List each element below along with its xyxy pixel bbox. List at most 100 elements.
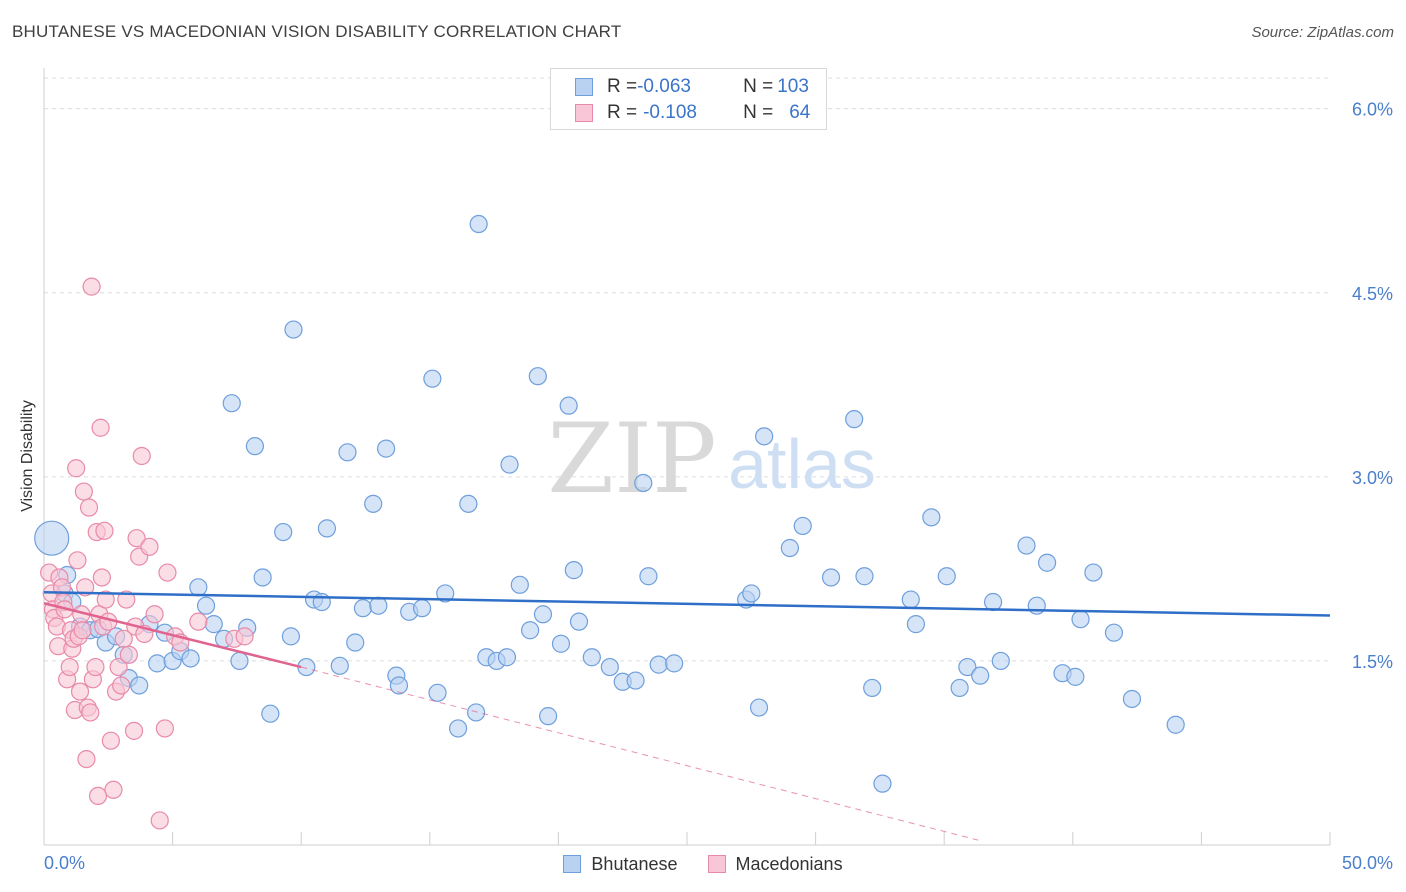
bhutanese-point [130, 676, 149, 695]
bhutanese-point [181, 649, 200, 668]
tick-labels: 1.5% 3.0% 4.5% 6.0% 0.0% 50.0% [44, 100, 1393, 873]
bhutanese-point [937, 567, 956, 586]
bhutanese-point [665, 654, 684, 673]
legend-row-bhutanese: R = -0.063 N = 103 [575, 75, 809, 99]
bhutanese-point [971, 666, 990, 685]
chart-title: BHUTANESE VS MACEDONIAN VISION DISABILIT… [12, 22, 622, 41]
bhutanese-point [649, 655, 668, 674]
bhutanese-point [551, 634, 571, 653]
bhutanese-point [1166, 715, 1185, 734]
bhutanese-point [639, 567, 658, 586]
bhutanese-point [564, 561, 583, 580]
correlation-legend: R = -0.063 N = 103 R = -0.108 N = 64 [550, 68, 827, 130]
bhutanese-point [559, 396, 578, 415]
watermark-zip: ZIP [547, 403, 716, 515]
bhutanese-point [330, 656, 349, 675]
bhutanese-point [626, 671, 645, 690]
legend-item-macedonians[interactable]: Macedonians [707, 853, 843, 875]
n-value: 64 [789, 102, 811, 123]
bhutanese-point [281, 627, 301, 646]
bhutanese-point [991, 651, 1010, 671]
legend-label-macedonians: Macedonians [735, 853, 843, 874]
bhutanese-point [983, 592, 1003, 612]
macedonians-point [77, 749, 96, 769]
bhutanese-point [634, 473, 653, 493]
macedonians-point [145, 605, 164, 624]
bhutanese-point [245, 437, 265, 456]
macedonians-point [95, 521, 114, 540]
macedonians-point [101, 731, 120, 750]
bhutanese-point [466, 703, 486, 722]
bhutanese-point [1084, 563, 1103, 582]
n-label: N = [743, 102, 774, 123]
macedonians-point [68, 551, 87, 570]
macedonians-point [140, 537, 159, 556]
axes [43, 68, 1331, 846]
bhutanese-point [500, 455, 519, 474]
source-attribution: Source: ZipAtlas.com [1251, 24, 1394, 41]
bhutanese-point [1066, 667, 1085, 686]
bhutanese-point [189, 578, 208, 597]
bhutanese-point [369, 596, 388, 615]
bhutanese-point [1071, 610, 1090, 629]
macedonians-point [117, 590, 136, 609]
bhutanese-point [230, 651, 249, 671]
bhutanese-point [1027, 596, 1046, 615]
bhutanese-point [749, 698, 769, 717]
bhutanese-point [148, 654, 167, 673]
x-tick-label-min: 0.0% [44, 853, 85, 873]
macedonians-point [235, 627, 254, 646]
bhutanese-point [1104, 623, 1124, 642]
macedonians-point [124, 721, 144, 740]
bhutanese-point [253, 568, 272, 587]
watermark: ZIP atlas [547, 403, 876, 515]
macedonians-point [79, 498, 99, 517]
bhutanese-point [34, 520, 70, 556]
bhutanese-point [1122, 689, 1142, 709]
bhutanese-point [906, 615, 926, 634]
bhutanese-point [922, 508, 941, 527]
bhutanese-swatch [575, 78, 593, 96]
bhutanese-point [539, 707, 558, 726]
bhutanese-point [821, 568, 841, 587]
bhutanese-trend-line [43, 590, 1331, 617]
watermark-atlas: atlas [728, 425, 876, 503]
y-tick-label: 4.5% [1352, 284, 1393, 304]
macedonians-point [91, 418, 110, 437]
r-value: -0.108 [643, 102, 697, 123]
bhutanese-point [412, 599, 432, 618]
macedonians-point [67, 459, 86, 478]
bhutanese-point [423, 369, 442, 388]
bhutanese-point [364, 494, 383, 513]
r-label: R = [607, 102, 638, 123]
bhutanese-point [863, 678, 882, 698]
data-points [34, 214, 1185, 830]
macedonians-point [150, 811, 169, 830]
macedonians-point [88, 786, 108, 806]
bhutanese-point [1017, 536, 1036, 555]
macedonians-point [70, 682, 90, 701]
bhutanese-point [448, 719, 468, 738]
bhutanese-point [582, 648, 601, 667]
macedonians-point [96, 590, 115, 609]
bhutanese-point [459, 494, 478, 513]
macedonians-point [109, 657, 128, 677]
macedonians-swatch [707, 855, 726, 873]
macedonians-point [112, 676, 131, 695]
macedonians-point [82, 277, 101, 296]
grid [44, 77, 1330, 662]
bhutanese-point [600, 657, 619, 677]
n-value: 103 [777, 76, 809, 97]
bhutanese-point [1037, 553, 1057, 572]
macedonians-trend-extension [301, 666, 983, 842]
macedonians-trend-line [43, 602, 302, 669]
macedonians-point [73, 621, 92, 640]
bhutanese-point [469, 214, 488, 234]
bhutanese-point [196, 596, 216, 615]
r-value: -0.063 [637, 76, 691, 97]
legend-label-bhutanese: Bhutanese [591, 853, 678, 874]
legend-item-bhutanese[interactable]: Bhutanese [563, 853, 678, 875]
bhutanese-point [901, 590, 920, 609]
bhutanese-point [958, 657, 977, 677]
